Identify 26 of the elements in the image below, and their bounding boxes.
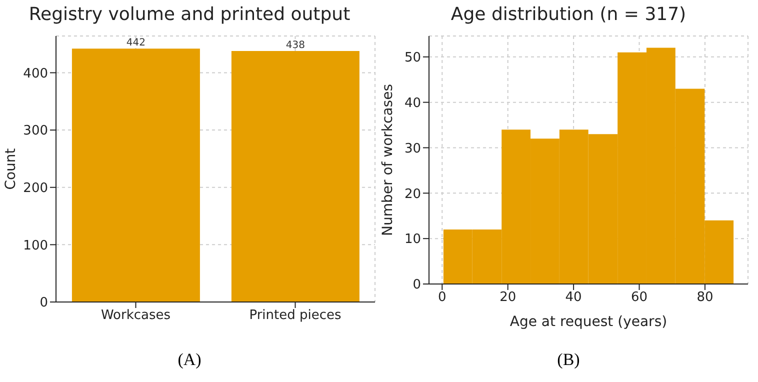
x-tick-label: 80 [696,290,714,306]
x-tick-label: Workcases [100,308,171,324]
y-tick-label: 300 [23,124,48,139]
y-tick-label: 10 [404,232,421,248]
y-tick-label: 20 [404,186,421,202]
x-tick-label: Printed pieces [249,308,342,324]
data-label: 438 [286,40,305,51]
x-tick-label: 40 [565,290,582,306]
y-tick-label: 30 [404,141,421,156]
x-tick-label: 60 [630,290,648,306]
y-axis-title: Count [2,148,19,190]
y-tick-label: 40 [404,96,421,111]
y-tick-label: 0 [412,278,421,293]
data-label: 442 [126,38,146,49]
text: (B) [556,350,581,370]
text: (A) [176,350,202,370]
y-tick-label: 100 [23,238,48,254]
y-axis-title: Number of workcases [380,84,396,236]
y-tick-label: 50 [404,50,421,66]
chart-title: Age distribution (n = 317) [450,3,688,27]
y-tick-label: 400 [23,66,48,82]
x-tick-label: 0 [438,290,446,306]
chart-title: Registry volume and printed output [28,3,352,27]
y-tick-label: 200 [23,180,48,196]
x-axis-title: Age at request (years) [510,314,668,330]
x-tick-label: 20 [500,290,516,306]
